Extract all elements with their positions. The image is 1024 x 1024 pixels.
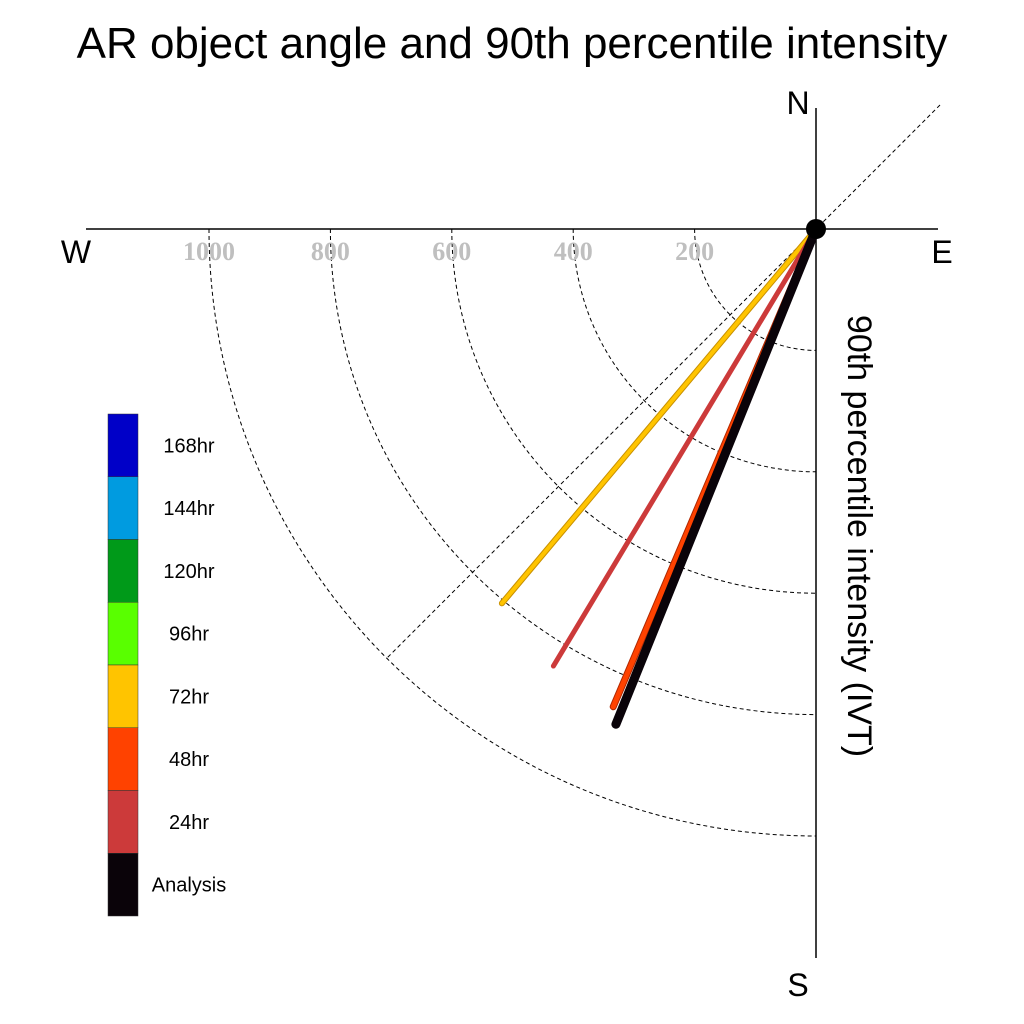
legend-swatch-144hr (107, 476, 139, 540)
origin-marker (806, 219, 826, 239)
legend-swatch-analysis (107, 853, 139, 917)
radial-tick-200: 200 (675, 237, 714, 266)
series-lines (498, 224, 821, 729)
radial-tick-800: 800 (311, 237, 350, 266)
legend-label-120hr: 120hr (163, 561, 214, 583)
series-line-24hr (550, 226, 819, 669)
legend-swatch-120hr (107, 539, 139, 603)
south-label: S (787, 967, 808, 1003)
legend-swatch-48hr (107, 727, 139, 791)
grid-arc-600 (451, 228, 817, 594)
grid-diagonal (385, 104, 941, 660)
north-label: N (786, 85, 809, 121)
grid-arc-400 (572, 228, 817, 473)
legend-swatch-24hr (107, 790, 139, 854)
legend-label-96hr: 96hr (169, 624, 209, 646)
radial-tick-600: 600 (432, 237, 471, 266)
chart-title: AR object angle and 90th percentile inte… (77, 19, 948, 68)
legend-swatch-168hr (107, 413, 139, 477)
radial-tick-1000: 1000 (183, 237, 235, 266)
legend-label-144hr: 144hr (163, 498, 214, 520)
east-label: E (931, 234, 952, 270)
legend-label-168hr: 168hr (163, 435, 214, 457)
legend: 168hr 144hr 120hr 96hr 72hr 48hr 24hr Analysis (107, 413, 226, 917)
legend-label-72hr: 72hr (169, 686, 209, 708)
legend-swatch-96hr (107, 602, 139, 666)
legend-label-analysis: Analysis (152, 875, 226, 897)
west-label: W (61, 234, 92, 270)
radial-tick-labels: 200 400 600 800 1000 (183, 237, 714, 266)
legend-swatch-72hr (107, 664, 139, 728)
radial-tick-400: 400 (554, 237, 593, 266)
y-axis-label: 90th percentile intensity (IVT) (840, 315, 878, 757)
series-line-analysis (611, 224, 821, 729)
series-line-72hr (499, 227, 818, 606)
polar-grid (208, 104, 941, 837)
grid-arc-1000 (208, 228, 817, 837)
grid-arc-200 (694, 228, 817, 351)
legend-label-48hr: 48hr (169, 749, 209, 771)
legend-label-24hr: 24hr (169, 812, 209, 834)
